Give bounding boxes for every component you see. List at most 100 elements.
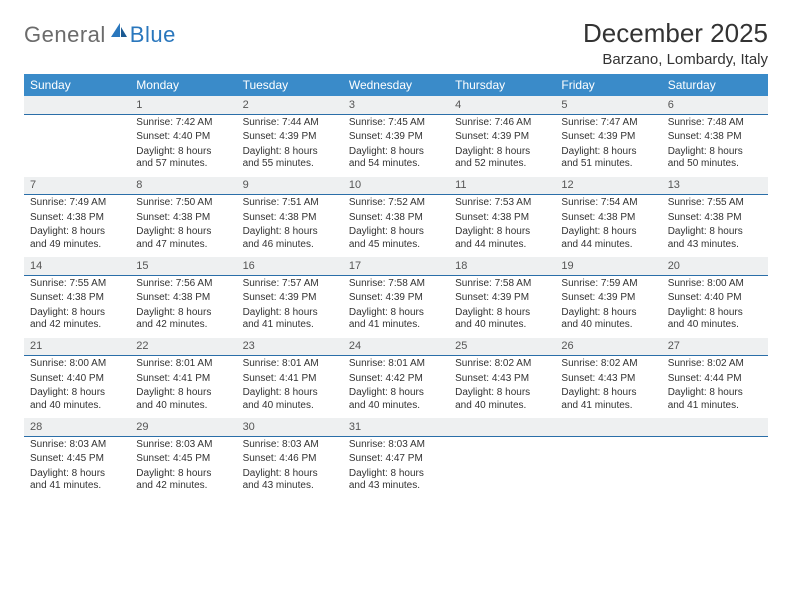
daylight-text: Daylight: 8 hours and 51 minutes. [561, 146, 655, 171]
dow-thursday: Thursday [449, 74, 555, 96]
sunset-text: Sunset: 4:43 PM [561, 373, 655, 386]
dow-sunday: Sunday [24, 74, 130, 96]
day-number: 19 [555, 257, 661, 275]
sunset-text: Sunset: 4:38 PM [561, 212, 655, 225]
daylight-text: Daylight: 8 hours and 47 minutes. [136, 226, 230, 251]
day-number: 6 [662, 96, 768, 114]
day-number [24, 96, 130, 114]
day-cell: Sunrise: 8:02 AM Sunset: 4:43 PMDaylight:… [555, 356, 661, 419]
day-cell: Sunrise: 8:00 AM Sunset: 4:40 PMDaylight:… [24, 356, 130, 419]
location-text: Barzano, Lombardy, Italy [583, 51, 768, 68]
sunset-text: Sunset: 4:41 PM [243, 373, 337, 386]
day-number: 9 [237, 177, 343, 195]
day-number: 12 [555, 177, 661, 195]
sunrise-text: Sunrise: 8:01 AM [349, 358, 443, 371]
sunrise-text: Sunrise: 7:45 AM [349, 117, 443, 130]
sunset-text: Sunset: 4:44 PM [668, 373, 762, 386]
day-cell: Sunrise: 7:57 AMSunset: 4:39 PMDaylight:… [237, 275, 343, 338]
sunset-text: Sunset: 4:38 PM [243, 212, 337, 225]
sunrise-text: Sunrise: 7:58 AM [455, 278, 549, 291]
daylight-text: Daylight: 8 hours and 40 minutes. [136, 387, 230, 412]
daylight-text: Daylight: 8 hours and 40 minutes. [455, 387, 549, 412]
daylight-text: Daylight: 8 hours and 41 minutes. [668, 387, 762, 412]
sunrise-text: Sunrise: 8:03 AM [136, 439, 230, 452]
week-number-row: 123456 [24, 96, 768, 114]
day-number: 26 [555, 338, 661, 356]
day-cell: Sunrise: 7:42 AMSunset: 4:40 PMDaylight:… [130, 114, 236, 177]
sunset-text: Sunset: 4:38 PM [30, 212, 124, 225]
sunset-text: Sunset: 4:38 PM [136, 292, 230, 305]
daylight-text: Daylight: 8 hours and 43 minutes. [349, 468, 443, 493]
day-cell: Sunrise: 8:03 AMSunset: 4:47 PMDaylight:… [343, 436, 449, 499]
day-number: 24 [343, 338, 449, 356]
week-detail-row: Sunrise: 7:49 AMSunset: 4:38 PMDaylight:… [24, 195, 768, 258]
day-cell: Sunrise: 8:02 AM Sunset: 4:44 PMDaylight:… [662, 356, 768, 419]
dow-wednesday: Wednesday [343, 74, 449, 96]
daylight-text: Daylight: 8 hours and 40 minutes. [349, 387, 443, 412]
daylight-text: Daylight: 8 hours and 41 minutes. [561, 387, 655, 412]
sunset-text: Sunset: 4:43 PM [455, 373, 549, 386]
daylight-text: Daylight: 8 hours and 44 minutes. [455, 226, 549, 251]
brand-sail-icon [110, 21, 128, 39]
daylight-text: Daylight: 8 hours and 40 minutes. [30, 387, 124, 412]
day-cell: Sunrise: 7:47 AMSunset: 4:39 PMDaylight:… [555, 114, 661, 177]
dow-tuesday: Tuesday [237, 74, 343, 96]
dow-monday: Monday [130, 74, 236, 96]
sunset-text: Sunset: 4:39 PM [455, 131, 549, 144]
sunrise-text: Sunrise: 7:58 AM [349, 278, 443, 291]
sunrise-text: Sunrise: 7:49 AM [30, 197, 124, 210]
sunset-text: Sunset: 4:38 PM [349, 212, 443, 225]
day-number: 10 [343, 177, 449, 195]
sunrise-text: Sunrise: 7:50 AM [136, 197, 230, 210]
daylight-text: Daylight: 8 hours and 40 minutes. [668, 307, 762, 332]
sunrise-text: Sunrise: 8:00 AM [30, 358, 124, 371]
sunrise-text: Sunrise: 7:46 AM [455, 117, 549, 130]
sunrise-text: Sunrise: 8:01 AM [243, 358, 337, 371]
sunrise-text: Sunrise: 8:02 AM [668, 358, 762, 371]
week-number-row: 21222324252627 [24, 338, 768, 356]
sunset-text: Sunset: 4:42 PM [349, 373, 443, 386]
sunset-text: Sunset: 4:38 PM [668, 131, 762, 144]
sunrise-text: Sunrise: 8:02 AM [561, 358, 655, 371]
sunset-text: Sunset: 4:39 PM [561, 292, 655, 305]
day-number: 20 [662, 257, 768, 275]
day-number [449, 418, 555, 436]
sunset-text: Sunset: 4:41 PM [136, 373, 230, 386]
sunrise-text: Sunrise: 7:55 AM [668, 197, 762, 210]
sunset-text: Sunset: 4:38 PM [668, 212, 762, 225]
daylight-text: Daylight: 8 hours and 49 minutes. [30, 226, 124, 251]
day-cell: Sunrise: 7:58 AMSunset: 4:39 PMDaylight:… [449, 275, 555, 338]
sunset-text: Sunset: 4:38 PM [30, 292, 124, 305]
day-cell: Sunrise: 7:58 AMSunset: 4:39 PMDaylight:… [343, 275, 449, 338]
day-cell [24, 114, 130, 177]
day-number: 7 [24, 177, 130, 195]
day-cell: Sunrise: 7:54 AMSunset: 4:38 PMDaylight:… [555, 195, 661, 258]
daylight-text: Daylight: 8 hours and 44 minutes. [561, 226, 655, 251]
day-cell: Sunrise: 7:51 AMSunset: 4:38 PMDaylight:… [237, 195, 343, 258]
day-cell: Sunrise: 8:03 AMSunset: 4:46 PMDaylight:… [237, 436, 343, 499]
calendar-body: 123456Sunrise: 7:42 AMSunset: 4:40 PMDay… [24, 96, 768, 499]
daylight-text: Daylight: 8 hours and 41 minutes. [30, 468, 124, 493]
day-number: 16 [237, 257, 343, 275]
sunrise-text: Sunrise: 7:47 AM [561, 117, 655, 130]
sunset-text: Sunset: 4:38 PM [136, 212, 230, 225]
daylight-text: Daylight: 8 hours and 46 minutes. [243, 226, 337, 251]
sunset-text: Sunset: 4:40 PM [30, 373, 124, 386]
day-number: 11 [449, 177, 555, 195]
day-cell: Sunrise: 7:59 AMSunset: 4:39 PMDaylight:… [555, 275, 661, 338]
day-cell: Sunrise: 8:01 AM Sunset: 4:41 PMDaylight:… [130, 356, 236, 419]
day-cell: Sunrise: 7:46 AMSunset: 4:39 PMDaylight:… [449, 114, 555, 177]
day-number: 18 [449, 257, 555, 275]
dow-friday: Friday [555, 74, 661, 96]
day-number: 8 [130, 177, 236, 195]
sunrise-text: Sunrise: 8:01 AM [136, 358, 230, 371]
day-number [662, 418, 768, 436]
day-cell: Sunrise: 7:56 AMSunset: 4:38 PMDaylight:… [130, 275, 236, 338]
day-cell: Sunrise: 7:50 AM Sunset: 4:38 PMDaylight:… [130, 195, 236, 258]
brand-logo: General Blue [24, 18, 176, 48]
sunset-text: Sunset: 4:45 PM [30, 453, 124, 466]
sunrise-text: Sunrise: 8:02 AM [455, 358, 549, 371]
day-number: 23 [237, 338, 343, 356]
page-header: General Blue December 2025 Barzano, Lomb… [24, 18, 768, 68]
daylight-text: Daylight: 8 hours and 41 minutes. [243, 307, 337, 332]
